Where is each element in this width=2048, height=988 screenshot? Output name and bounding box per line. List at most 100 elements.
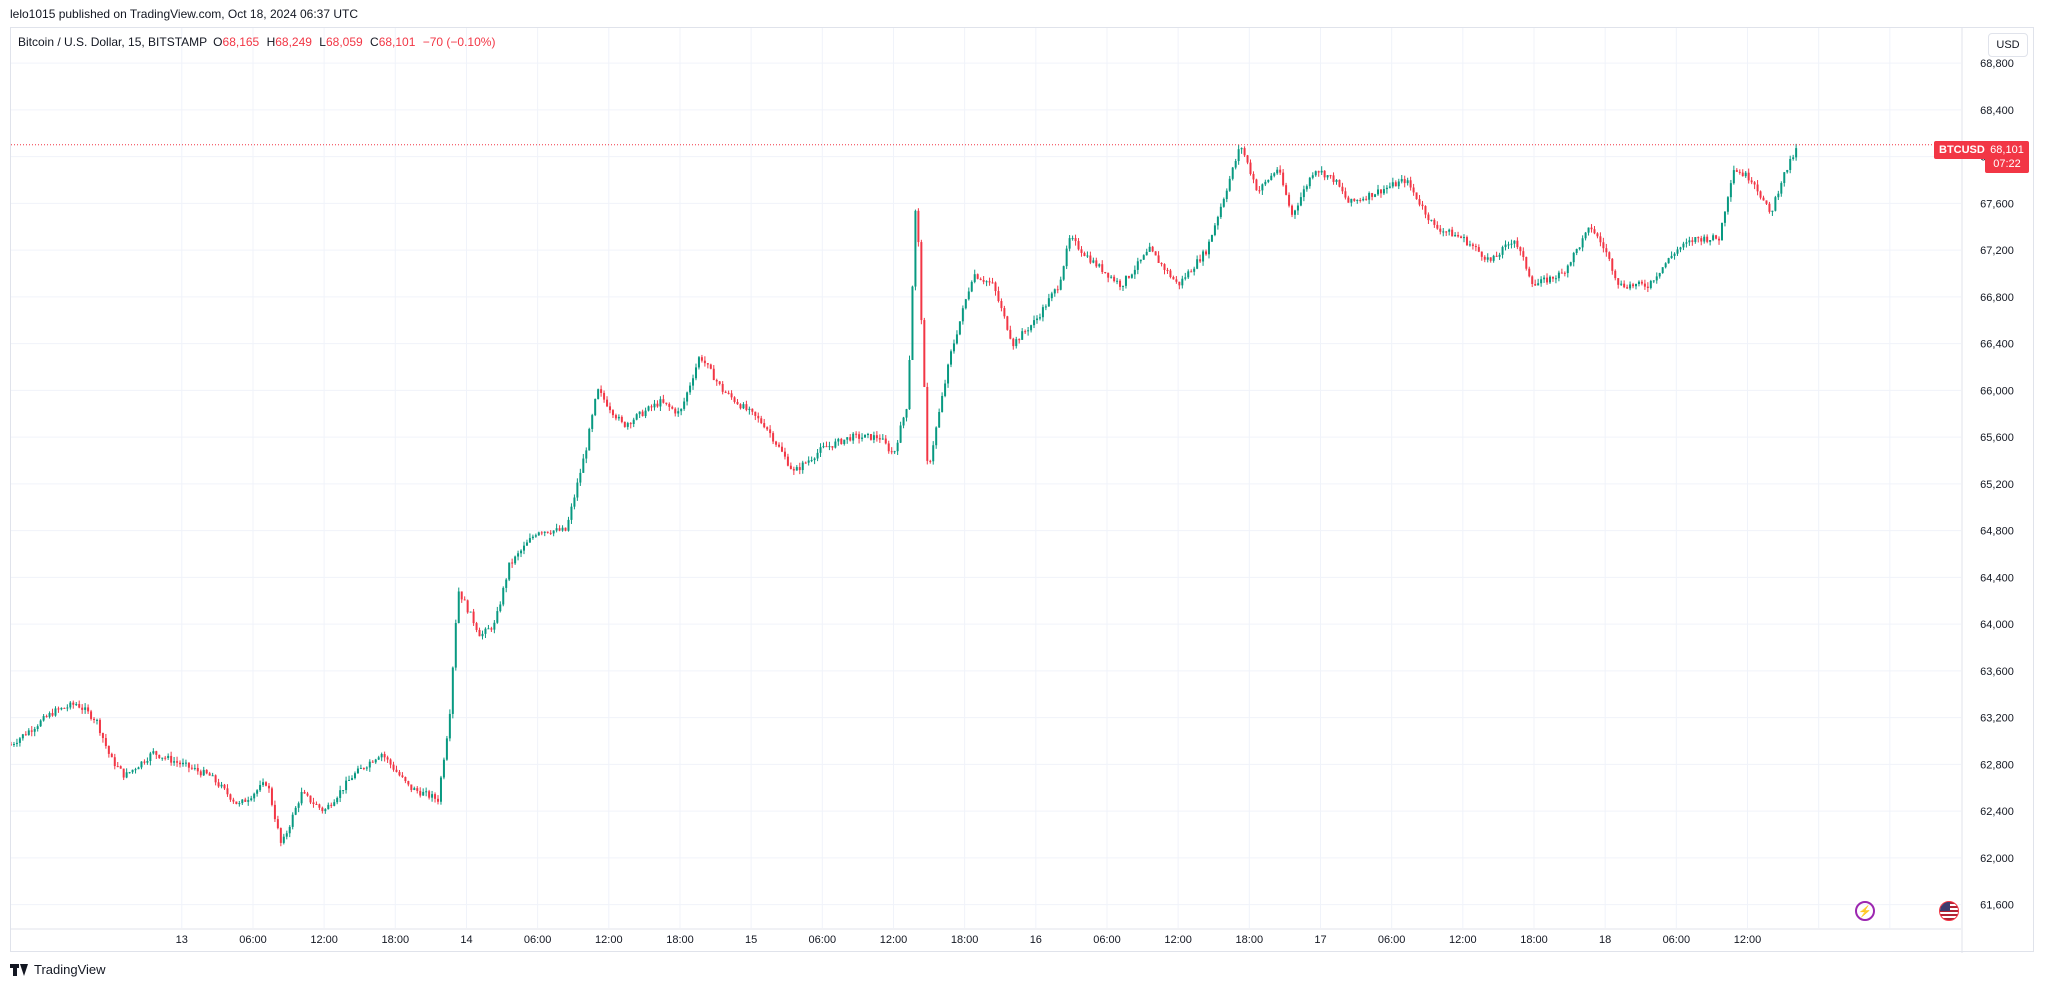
legend-open: 68,165 xyxy=(222,35,260,49)
candle-body xyxy=(751,408,754,412)
candle-body xyxy=(1712,235,1715,241)
candle-body xyxy=(1451,229,1454,237)
candle-body xyxy=(955,334,958,344)
candle-body xyxy=(1237,149,1240,162)
candle-body xyxy=(1279,169,1282,173)
candle-body xyxy=(641,411,644,417)
candle-body xyxy=(1326,175,1329,178)
candle-body xyxy=(689,385,692,393)
candle-body xyxy=(941,395,944,412)
candle-body xyxy=(1041,307,1044,318)
candle-body xyxy=(90,711,93,719)
candle-body xyxy=(1640,281,1643,284)
candle-body xyxy=(1332,175,1335,182)
candle-body xyxy=(1050,293,1053,299)
candle-body xyxy=(475,623,478,630)
candle-body xyxy=(1243,148,1246,156)
y-tick-label: 68,800 xyxy=(1980,58,2014,70)
candle-body xyxy=(1205,251,1208,255)
candle-body xyxy=(686,392,689,402)
legend-change: −70 (−0.10%) xyxy=(422,35,496,49)
candle-body xyxy=(766,427,769,430)
candle-body xyxy=(1554,278,1557,280)
candle-body xyxy=(428,791,431,798)
candle-body xyxy=(1658,272,1661,277)
candle-body xyxy=(807,460,810,463)
candle-body xyxy=(179,762,182,765)
lightning-icon[interactable]: ⚡ xyxy=(1855,901,1875,921)
candle-body xyxy=(540,532,543,534)
candle-body xyxy=(1379,189,1382,194)
candle-body xyxy=(982,280,985,282)
candle-body xyxy=(95,719,98,721)
candle-body xyxy=(1632,284,1635,287)
candle-body xyxy=(24,734,27,736)
candle-body xyxy=(1726,197,1729,212)
candle-body xyxy=(816,452,819,459)
candle-body xyxy=(700,357,703,361)
candle-body xyxy=(1442,231,1445,233)
candle-body xyxy=(48,713,51,717)
candle-body xyxy=(546,531,549,533)
y-tick-label: 64,400 xyxy=(1980,572,2014,584)
candle-body xyxy=(520,550,523,554)
candle-body xyxy=(1216,216,1219,226)
candle-body xyxy=(235,801,238,805)
candle-body xyxy=(1207,241,1210,255)
candle-body xyxy=(131,769,134,773)
footer-brand[interactable]: TradingView xyxy=(10,962,106,977)
candle-body xyxy=(748,408,751,410)
y-tick-label: 67,200 xyxy=(1980,245,2014,257)
candle-body xyxy=(1341,186,1344,192)
candle-body xyxy=(27,730,30,735)
chart-frame[interactable]: 61,600 62,000 62,400 62,800 63,200 63,600 64,0… xyxy=(10,27,2035,953)
candle-body xyxy=(813,458,816,461)
candle-body xyxy=(122,768,125,778)
y-tick-label: 63,200 xyxy=(1980,713,2014,725)
candle-body xyxy=(1465,237,1468,246)
candle-body xyxy=(1074,238,1077,242)
candle-body xyxy=(1664,263,1667,268)
candle-body xyxy=(653,403,656,408)
candle-body xyxy=(232,799,235,802)
candle-body xyxy=(51,713,54,716)
candle-body xyxy=(1483,256,1486,260)
candle-body xyxy=(1210,234,1213,242)
currency-button[interactable]: USD xyxy=(1988,33,2028,57)
candle-body xyxy=(1685,242,1688,244)
candle-body xyxy=(585,450,588,459)
x-tick-label: 18 xyxy=(1599,934,1611,946)
candle-body xyxy=(60,707,63,710)
candle-body xyxy=(425,791,428,793)
candle-body xyxy=(840,438,843,444)
candle-body xyxy=(608,406,611,411)
candle-body xyxy=(964,299,967,309)
candle-body xyxy=(1617,278,1620,285)
candle-body xyxy=(1510,243,1513,245)
candle-body xyxy=(490,628,493,630)
candle-body xyxy=(1130,274,1133,278)
candle-body xyxy=(665,402,668,404)
candle-body xyxy=(1477,247,1480,252)
candle-body xyxy=(371,761,374,763)
us-flag-icon[interactable] xyxy=(1939,901,1959,921)
candle-body xyxy=(1460,236,1463,238)
candle-body xyxy=(1718,238,1721,241)
candle-body xyxy=(1537,283,1540,286)
x-tick-label: 12:00 xyxy=(880,934,908,946)
candle-body xyxy=(1338,179,1341,187)
candle-body xyxy=(1181,278,1184,286)
bar-countdown: 07:22 xyxy=(1993,158,2021,170)
candle-body xyxy=(1027,330,1030,332)
candle-body xyxy=(754,411,757,416)
candlestick-chart[interactable]: 61,600 62,000 62,400 62,800 63,200 63,600 64,0… xyxy=(11,28,2035,953)
candle-body xyxy=(1202,251,1205,262)
candle-body xyxy=(1101,264,1104,272)
candle-body xyxy=(1213,225,1216,235)
candle-body xyxy=(1397,181,1400,187)
candle-body xyxy=(1385,187,1388,190)
candle-body xyxy=(926,386,929,461)
candle-body xyxy=(899,425,902,443)
candle-body xyxy=(336,797,339,803)
candle-body xyxy=(614,415,617,419)
